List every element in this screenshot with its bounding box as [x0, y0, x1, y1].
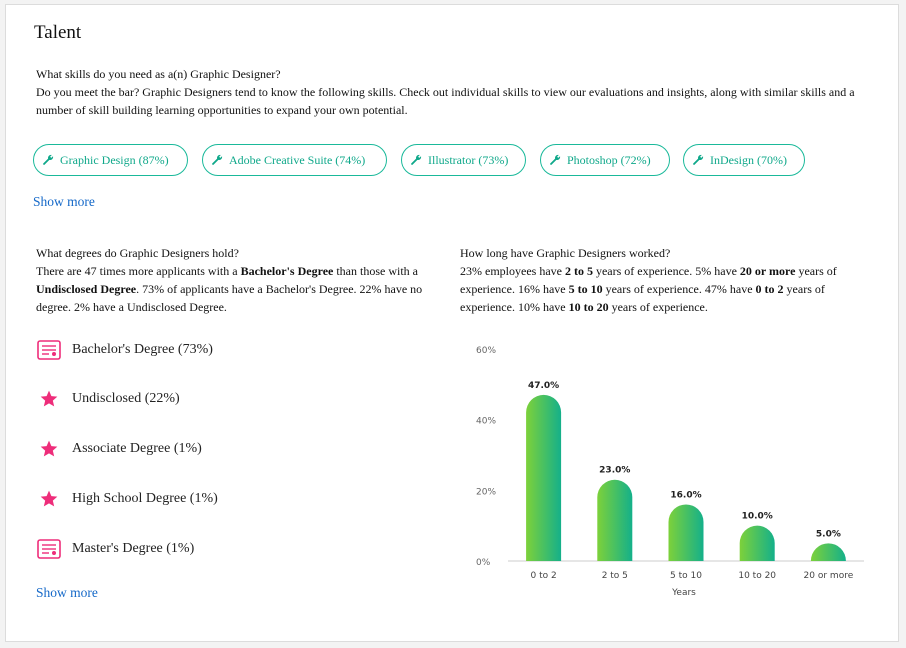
y-tick-label: 20%: [476, 487, 496, 497]
degrees-description: There are 47 times more applicants with …: [36, 264, 423, 314]
experience-summary: How long have Graphic Designers worked? …: [460, 244, 880, 316]
bar: [810, 543, 846, 561]
x-tick-label: 2 to 5: [602, 571, 628, 581]
degrees-show-more-link[interactable]: Show more: [36, 585, 98, 600]
experience-chart: 0% 20% 40% 60% 47.0% 0 to 2 23.0% 2 to 5 16.0% 5 …: [464, 335, 874, 605]
degree-label: Master's Degree (1%): [72, 541, 195, 556]
y-tick-label: 40%: [476, 417, 496, 427]
talent-card: Talent What skills do you need as a(n) G…: [5, 4, 899, 642]
bar-value-label: 5.0%: [816, 529, 841, 539]
star-icon: [36, 388, 62, 410]
skill-chip-graphic-design[interactable]: Graphic Design (87%): [33, 144, 188, 176]
experience-description: 23% employees have 2 to 5 years of exper…: [460, 264, 837, 314]
skill-chip-label: Adobe Creative Suite (74%): [229, 152, 366, 167]
bar: [668, 504, 704, 561]
diploma-icon: [36, 538, 62, 560]
skills-question: What skills do you need as a(n) Graphic …: [36, 67, 281, 81]
degree-label: Associate Degree (1%): [72, 441, 202, 456]
wrench-icon: [43, 154, 54, 165]
y-tick-label: 0%: [476, 558, 491, 568]
degree-item-associate: Associate Degree (1%): [36, 436, 202, 462]
skill-chip-label: Illustrator (73%): [428, 152, 509, 167]
x-axis-title: Years: [671, 588, 696, 598]
skill-chips: Graphic Design (87%) Adobe Creative Suit…: [33, 144, 893, 180]
degree-label: Bachelor's Degree (73%): [72, 342, 213, 357]
wrench-icon: [693, 154, 704, 165]
wrench-icon: [550, 154, 561, 165]
wrench-icon: [411, 154, 422, 165]
degree-item-bachelors: Bachelor's Degree (73%): [36, 337, 213, 363]
degree-label: Undisclosed (22%): [72, 391, 180, 406]
skill-chip-illustrator[interactable]: Illustrator (73%): [401, 144, 526, 176]
degrees-summary: What degrees do Graphic Designers hold? …: [36, 244, 448, 316]
bar-value-label: 23.0%: [599, 466, 630, 476]
wrench-icon: [212, 154, 223, 165]
degree-label: High School Degree (1%): [72, 491, 218, 506]
bar: [597, 479, 633, 561]
bar: [526, 394, 562, 561]
degree-item-high-school: High School Degree (1%): [36, 486, 218, 512]
degree-item-undisclosed: Undisclosed (22%): [36, 386, 180, 412]
x-tick-label: 20 or more: [804, 571, 854, 581]
y-tick-label: 60%: [476, 346, 496, 356]
skill-chip-photoshop[interactable]: Photoshop (72%): [540, 144, 670, 176]
skill-chip-indesign[interactable]: InDesign (70%): [683, 144, 805, 176]
star-icon: [36, 488, 62, 510]
skill-chip-adobe-creative-suite[interactable]: Adobe Creative Suite (74%): [202, 144, 387, 176]
skill-chip-label: InDesign (70%): [710, 152, 787, 167]
diploma-icon: [36, 339, 62, 361]
section-title: Talent: [34, 22, 82, 43]
skill-chip-label: Graphic Design (87%): [60, 152, 169, 167]
skills-show-more-link[interactable]: Show more: [33, 194, 95, 209]
experience-bar-chart: 0% 20% 40% 60% 47.0% 0 to 2 23.0% 2 to 5 16.0% 5 …: [476, 346, 864, 598]
bar: [739, 525, 775, 561]
star-icon: [36, 438, 62, 460]
skills-description: Do you meet the bar? Graphic Designers t…: [36, 85, 855, 117]
x-tick-label: 0 to 2: [530, 571, 556, 581]
x-tick-label: 5 to 10: [670, 571, 702, 581]
degree-item-masters: Master's Degree (1%): [36, 536, 194, 562]
skill-chip-label: Photoshop (72%): [567, 152, 651, 167]
degrees-question: What degrees do Graphic Designers hold?: [36, 246, 239, 260]
bar-value-label: 10.0%: [742, 512, 773, 522]
bar-value-label: 16.0%: [670, 490, 701, 500]
bar-value-label: 47.0%: [528, 381, 559, 391]
skills-intro: What skills do you need as a(n) Graphic …: [36, 65, 881, 119]
x-tick-label: 10 to 20: [738, 571, 776, 581]
experience-question: How long have Graphic Designers worked?: [460, 246, 671, 260]
